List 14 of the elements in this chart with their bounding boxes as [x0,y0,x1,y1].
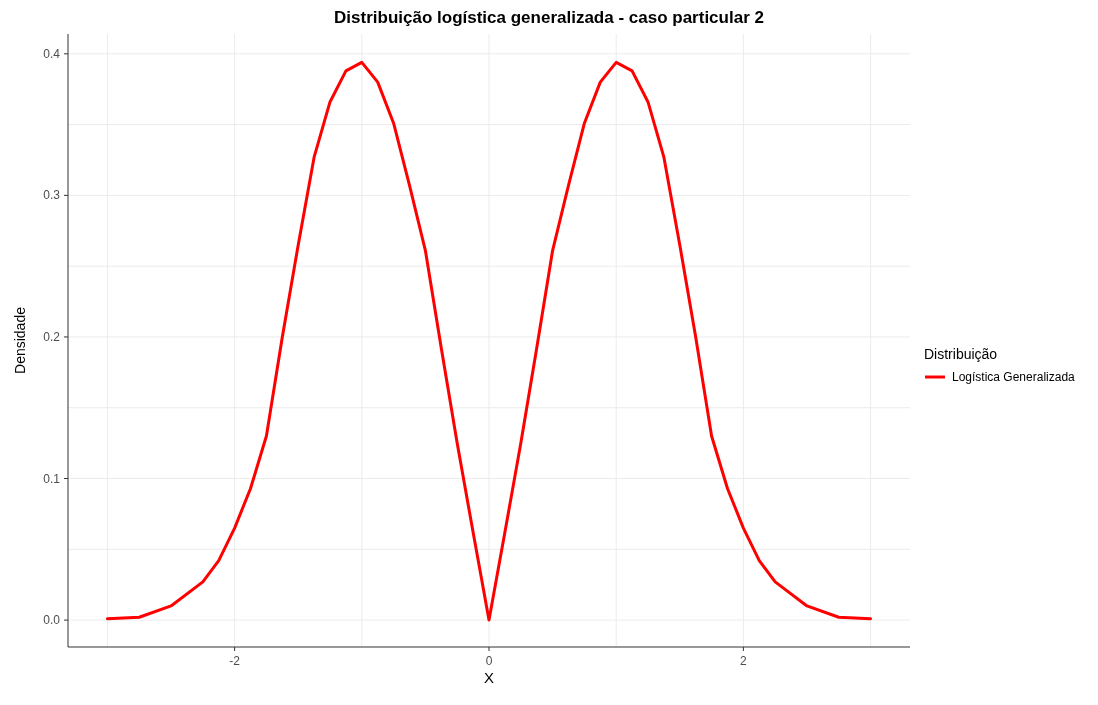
legend-title: Distribuição [924,345,999,362]
chart-title: Distribuição logística generalizada - caso particular 2 [333,8,765,29]
x-tick-label: 0 [485,654,493,668]
y-tick-label: 0.2 [43,329,61,344]
line-series [105,60,873,622]
y-tick-label: 0.3 [43,188,61,203]
x-tick-label: -2 [229,654,241,668]
x-axis-title: X [483,669,495,686]
y-tick-label: 0.4 [43,46,61,61]
y-tick-label: 0.1 [43,471,61,486]
y-tick-label: 0.0 [43,613,61,628]
y-axis-title: Densidade [11,306,28,374]
legend-label: Logística Generalizada [952,369,1075,384]
x-tick-label: 2 [740,654,748,668]
